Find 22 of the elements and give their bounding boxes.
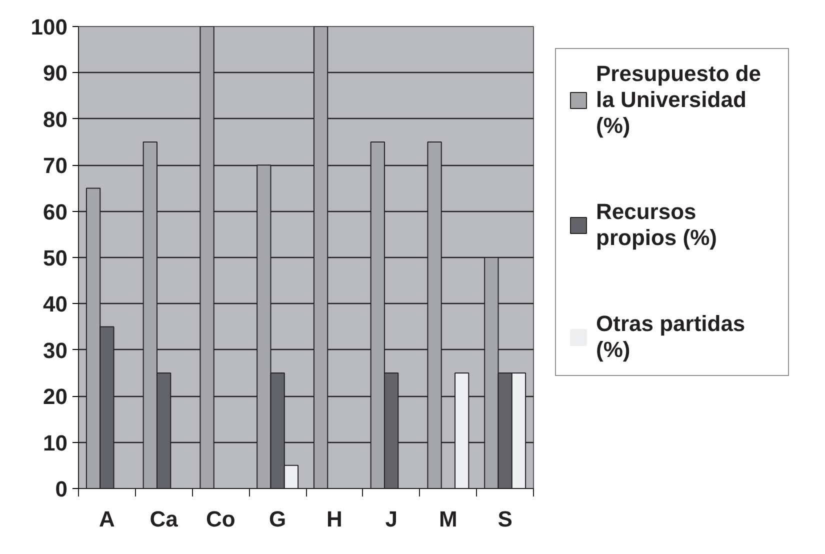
x-tick-label: H [326,506,342,532]
x-tick-label: A [98,506,115,532]
y-tick-label: 10 [43,430,68,456]
y-tick-label: 20 [43,384,68,410]
x-tick-label: G [269,506,286,532]
legend-label: Otras partidas (%) [596,311,746,363]
legend-label: Recursos propios (%) [596,199,718,251]
y-tick-label: 90 [43,60,68,86]
x-tick-label: Co [206,506,236,532]
y-tick-label: 80 [43,106,68,132]
y-tick-label: 30 [43,338,68,363]
x-tick-label: M [439,506,458,532]
legend-label: Presupuesto de la Universidad (%) [596,61,762,139]
y-tick-label: 70 [43,153,68,178]
y-tick-label: 0 [55,476,68,502]
x-tick-label: S [498,506,512,532]
y-tick-label: 100 [30,14,68,40]
y-tick-label: 60 [43,199,68,224]
x-tick-label: J [385,506,398,532]
y-tick-label: 40 [43,292,68,317]
x-tick-label: Ca [150,506,179,532]
y-tick-label: 50 [43,246,68,270]
